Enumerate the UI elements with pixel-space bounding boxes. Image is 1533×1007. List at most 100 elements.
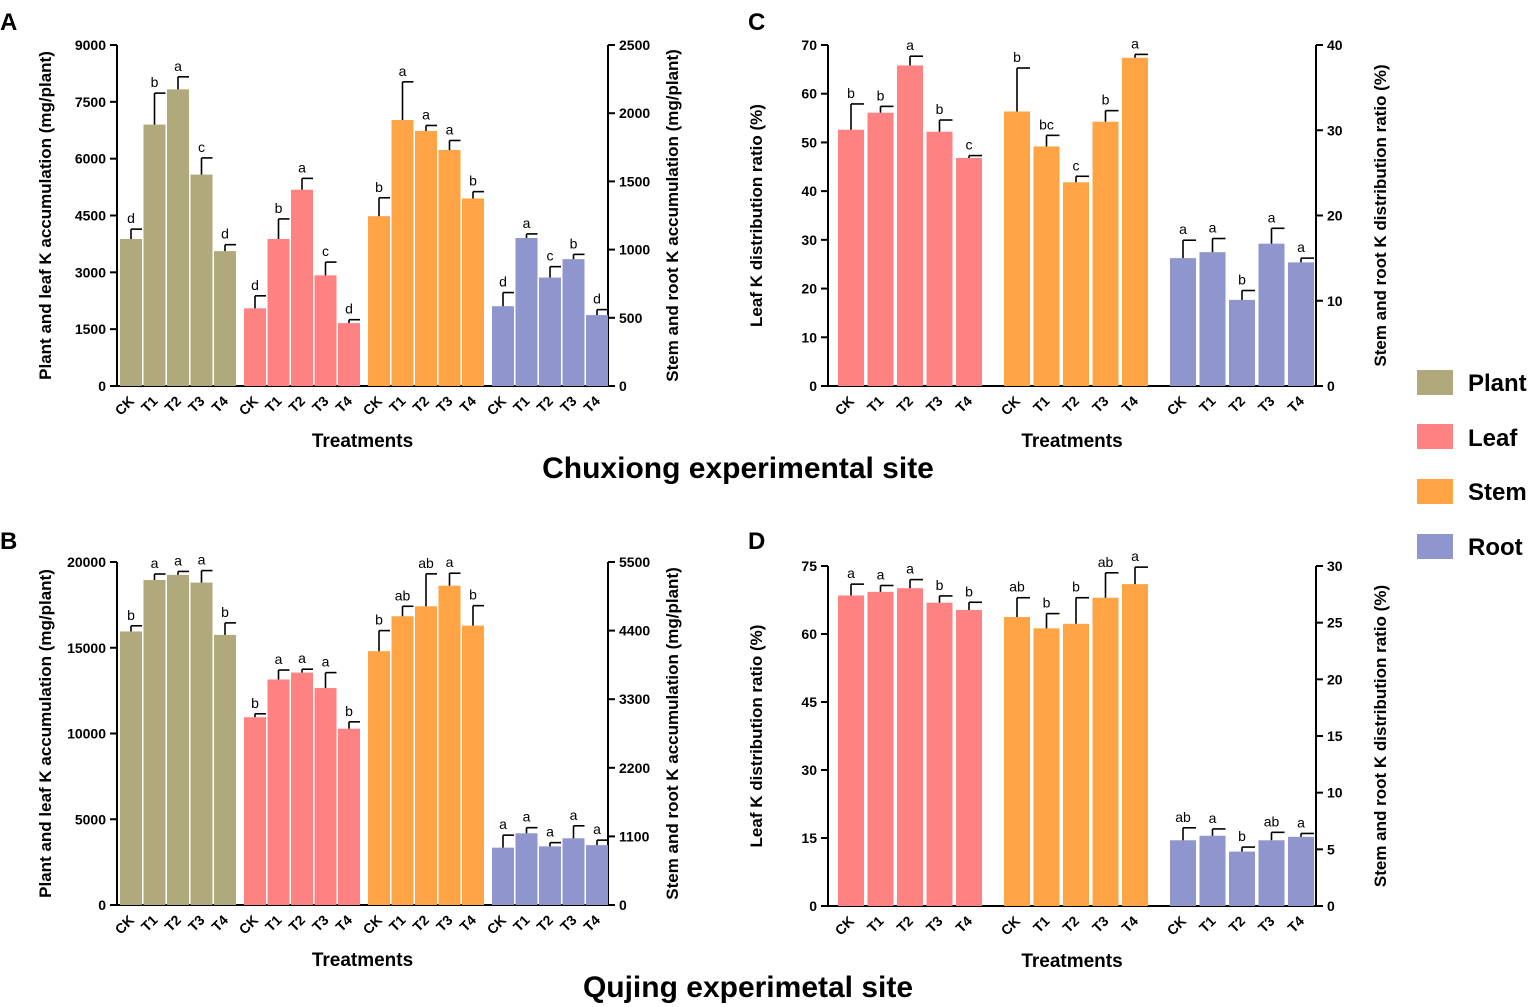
sig-letter-leaf-a: d (251, 277, 259, 293)
sig-letter-root-d: ab (1175, 809, 1191, 825)
legend-swatch-root (1417, 534, 1453, 559)
bar-root-t2-d (1229, 851, 1255, 906)
bar-stem-ck-c (1004, 111, 1030, 387)
bar-stem-t3-d (1092, 597, 1119, 906)
category-label-b: CK (483, 912, 509, 938)
bar-leaf-t1-b (267, 679, 290, 905)
tick-label-left-a: 0 (98, 378, 106, 394)
tick-label-right-a: 1500 (619, 173, 650, 189)
legend-swatch-leaf (1417, 424, 1453, 449)
tick-label-right-a: 1000 (619, 242, 650, 258)
category-label-d: T3 (923, 913, 946, 936)
sig-letter-stem-c: b (1102, 92, 1110, 108)
sig-letter-stem-d: a (1131, 548, 1139, 564)
category-label-b: T4 (580, 912, 603, 935)
category-label-a: T2 (409, 393, 432, 416)
tick-label-left-a: 3000 (75, 264, 106, 280)
y-axis-title-right-c: Stem and root K distribution ratio (%) (1371, 64, 1390, 366)
bar-plant-t3-b (190, 582, 213, 905)
bar-root-t2-c (1229, 299, 1255, 386)
tick-label-right-d: 20 (1327, 671, 1343, 687)
tick-label-right-a: 2000 (619, 105, 650, 121)
sig-letter-plant-b: b (127, 607, 135, 623)
category-label-b: T3 (309, 912, 332, 935)
tick-label-left-a: 9000 (75, 37, 106, 53)
bar-leaf-t4-b (338, 728, 360, 905)
category-label-b: T2 (409, 912, 432, 935)
tick-label-right-b: 4400 (619, 623, 650, 639)
tick-label-left-b: 0 (98, 897, 106, 913)
bar-plant-t2-a (167, 89, 189, 386)
chart-panel-c: C 0 10 20 30 40 50 60 70 0 10 20 30 40 Leaf K distribu… (747, 9, 1390, 452)
category-label-b: T3 (557, 912, 580, 935)
bar-plant-t4-a (214, 251, 236, 386)
legend-label-leaf: Leaf (1468, 425, 1518, 452)
tick-label-left-b: 15000 (67, 640, 106, 656)
category-label-a: CK (483, 393, 509, 419)
sig-letter-root-a: d (593, 291, 601, 307)
tick-label-left-c: 60 (801, 86, 817, 102)
bar-stem-t2-d (1063, 623, 1089, 906)
sig-letter-leaf-b: b (251, 695, 259, 711)
bar-stem-t4-d (1122, 584, 1148, 906)
y-axis-title-left-b: Plant and leaf K accumulation (mg/plant) (36, 569, 55, 898)
sig-letter-root-a: a (523, 215, 531, 231)
category-label-a: T4 (332, 393, 355, 416)
sig-letter-leaf-d: b (936, 577, 944, 593)
bar-stem-t1-d (1033, 628, 1060, 906)
sig-letter-leaf-a: c (322, 243, 329, 259)
category-label-a: T1 (510, 393, 533, 416)
bar-leaf-t2-c (897, 65, 923, 387)
sig-letter-plant-a: d (127, 210, 135, 226)
category-label-b: T4 (208, 912, 231, 935)
bar-root-t1-a (515, 238, 538, 386)
sig-letter-plant-b: a (151, 555, 159, 571)
bar-leaf-t2-b (291, 672, 313, 905)
category-label-a: T3 (185, 393, 208, 416)
sig-letter-leaf-d: a (906, 561, 914, 577)
bar-stem-ck-b (368, 651, 390, 905)
tick-label-left-c: 70 (801, 37, 817, 53)
category-label-d: T2 (893, 913, 916, 936)
tick-label-left-c: 50 (801, 134, 817, 150)
sig-letter-stem-b: ab (395, 587, 411, 603)
sig-letter-root-b: a (523, 809, 531, 825)
tick-label-left-c: 0 (809, 378, 817, 394)
bar-plant-t3-a (190, 174, 213, 386)
tick-label-right-c: 30 (1327, 122, 1343, 138)
category-label-a: CK (359, 393, 385, 419)
panel-letter-c: C (748, 9, 765, 36)
bar-stem-ck-d (1004, 617, 1030, 906)
category-label-d: T2 (1059, 913, 1082, 936)
sig-letter-leaf-d: a (877, 566, 885, 582)
bar-leaf-t4-c (956, 158, 982, 386)
category-label-b: T1 (510, 912, 533, 935)
bar-root-t1-d (1199, 835, 1226, 906)
tick-label-left-b: 20000 (67, 554, 106, 570)
tick-label-right-d: 15 (1327, 728, 1343, 744)
sig-letter-stem-d: ab (1098, 554, 1114, 570)
category-label-a: T1 (262, 393, 285, 416)
y-axis-title-left-d: Leaf K distribution ratio (%) (747, 625, 766, 848)
category-label-c: T3 (1089, 393, 1112, 416)
sig-letter-root-c: a (1209, 220, 1217, 236)
bar-root-t2-b (539, 846, 561, 905)
legend-label-plant: Plant (1468, 370, 1527, 397)
category-label-c: T4 (1284, 393, 1307, 416)
bar-stem-t1-b (391, 616, 414, 905)
sig-letter-leaf-c: b (877, 87, 885, 103)
tick-label-right-d: 10 (1327, 785, 1343, 801)
bar-leaf-t2-d (897, 588, 923, 906)
sig-letter-leaf-d: b (965, 583, 973, 599)
tick-label-right-b: 3300 (619, 691, 650, 707)
tick-label-right-c: 0 (1327, 378, 1335, 394)
category-label-a: T4 (580, 393, 603, 416)
bar-root-ck-c (1170, 258, 1196, 386)
bar-root-t3-c (1258, 243, 1285, 386)
category-label-c: T2 (1059, 393, 1082, 416)
sig-letter-plant-a: d (221, 226, 229, 242)
category-label-c: T1 (1196, 393, 1219, 416)
tick-label-right-d: 25 (1327, 615, 1343, 631)
x-axis-title-d: Treatments (1021, 951, 1122, 972)
category-label-d: T4 (952, 913, 975, 936)
